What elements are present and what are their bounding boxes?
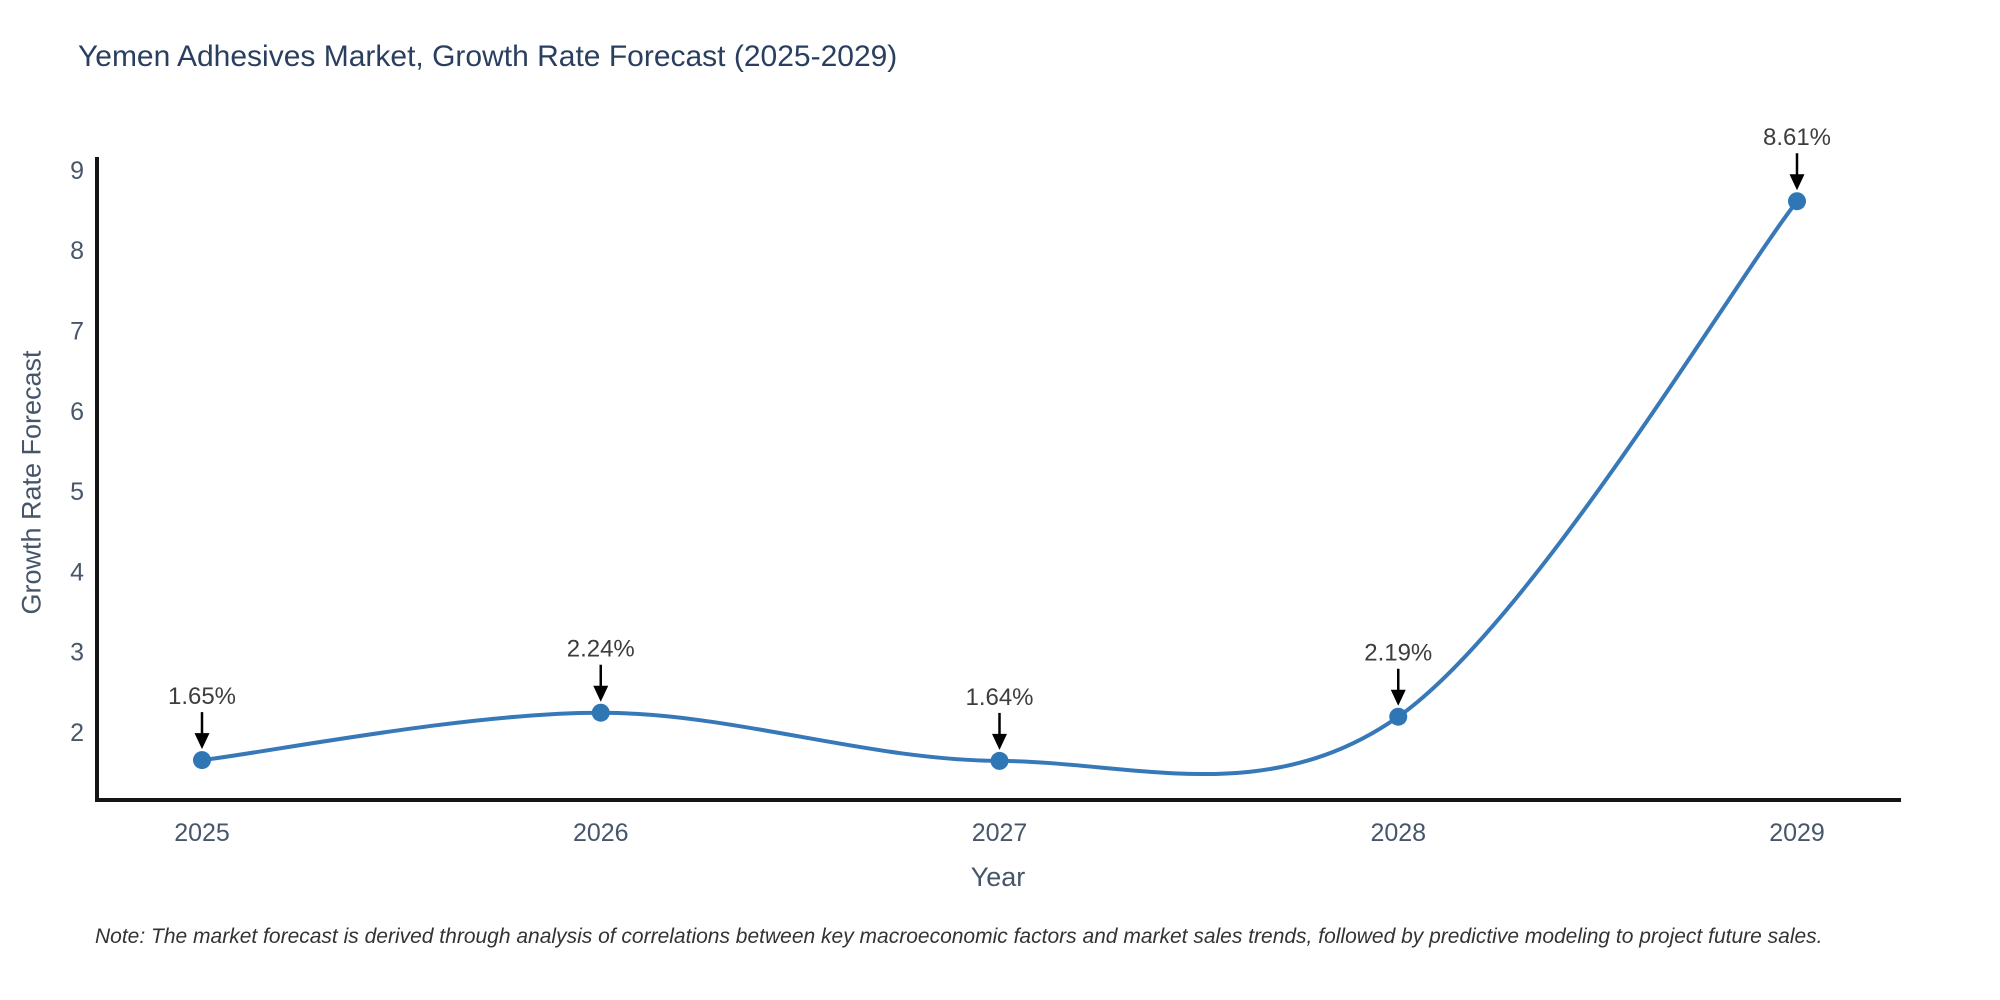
x-tick-label: 2026 bbox=[573, 819, 629, 847]
series-line bbox=[200, 199, 1799, 777]
chart-footnote: Note: The market forecast is derived thr… bbox=[95, 925, 1823, 948]
data-point-marker bbox=[990, 751, 1009, 770]
y-tick-label: 7 bbox=[70, 318, 84, 346]
data-point-label: 8.61% bbox=[1763, 124, 1831, 151]
y-tick-label: 4 bbox=[70, 558, 84, 586]
data-point-label: 2.24% bbox=[567, 636, 635, 663]
data-point-marker bbox=[1389, 707, 1408, 726]
x-tick-label: 2025 bbox=[174, 819, 230, 847]
y-tick-label: 2 bbox=[70, 719, 84, 747]
annotation-arrowhead bbox=[1390, 689, 1406, 706]
y-tick-label: 5 bbox=[70, 478, 84, 506]
annotation-arrowhead bbox=[1789, 174, 1805, 191]
data-point-label: 1.64% bbox=[965, 684, 1033, 711]
chart-title: Yemen Adhesives Market, Growth Rate Fore… bbox=[78, 40, 898, 73]
x-tick-label: 2028 bbox=[1370, 819, 1426, 847]
data-point-label: 1.65% bbox=[168, 683, 236, 710]
x-tick-label: 2027 bbox=[972, 819, 1028, 847]
data-point-marker bbox=[1788, 192, 1806, 211]
y-tick-label: 3 bbox=[70, 639, 84, 667]
data-point-marker bbox=[591, 703, 610, 722]
y-tick-label: 8 bbox=[70, 237, 84, 265]
y-tick-label: 6 bbox=[70, 398, 84, 426]
x-axis-title: Year bbox=[970, 862, 1026, 892]
annotation-arrowhead bbox=[194, 733, 210, 750]
annotation-arrowhead bbox=[992, 733, 1007, 750]
y-tick-label: 9 bbox=[70, 157, 84, 185]
data-point-label: 2.19% bbox=[1364, 640, 1432, 667]
annotation-arrowhead bbox=[593, 685, 609, 702]
data-point-marker bbox=[193, 751, 211, 770]
x-tick-label: 2029 bbox=[1769, 819, 1825, 847]
